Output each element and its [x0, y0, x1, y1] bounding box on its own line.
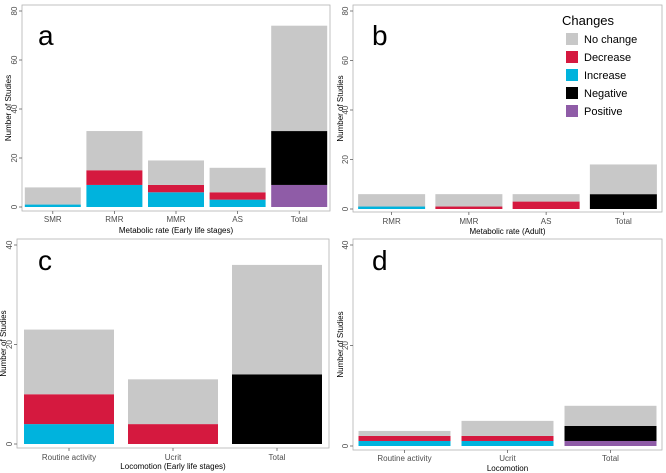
x-tick-label: Total: [269, 453, 286, 462]
legend-swatch-decrease: [566, 51, 578, 63]
panel-a: a 0 20 40 60 80 Number of Studies SMR RMR MMR AS To…: [4, 4, 331, 235]
bar-smr-increase: [24, 204, 81, 207]
y-tick-label: 20: [10, 153, 19, 162]
y-tick-label: 40: [341, 105, 350, 114]
panel-b: b 0 20 40 60 80 Number of Studies RMR MMR AS Total…: [336, 4, 663, 236]
bar-ucrit-increase: [461, 440, 554, 446]
bar-total-negative: [271, 131, 328, 185]
bar-routine-activity-no-change: [358, 430, 451, 436]
bar-total-positive: [271, 184, 328, 207]
bar-routine-activity-decrease: [24, 394, 114, 425]
bar-total-no-change: [589, 164, 657, 195]
bar-as-decrease: [512, 201, 580, 209]
bar-mmr-decrease: [148, 184, 204, 193]
y-tick-label: 0: [5, 441, 14, 446]
legend: Changes No change Decrease Increase Negativ…: [562, 13, 637, 118]
bar-smr-no-change: [24, 187, 81, 205]
y-tick-label: 0: [341, 206, 350, 211]
x-tick-label: RMR: [105, 215, 123, 224]
x-tick-label: Total: [602, 454, 619, 463]
y-tick-label: 20: [341, 341, 350, 350]
bar-ucrit-no-change: [128, 379, 218, 425]
legend-title: Changes: [562, 13, 615, 28]
bar-mmr-decrease: [435, 206, 503, 209]
y-axis-title: Number of Studies: [336, 311, 345, 377]
y-tick-label: 20: [5, 340, 14, 349]
bar-as-no-change: [209, 167, 266, 193]
legend-label-negative: Negative: [584, 88, 627, 100]
x-tick-label: RMR: [383, 217, 401, 226]
bar-as-no-change: [512, 194, 580, 202]
y-tick-label: 0: [10, 204, 19, 209]
y-tick-label: 80: [341, 6, 350, 15]
legend-label-increase: Increase: [584, 70, 626, 82]
legend-swatch-negative: [566, 87, 578, 99]
bar-as-increase: [209, 199, 266, 207]
legend-swatch-increase: [566, 69, 578, 81]
legend-swatch-positive: [566, 105, 578, 117]
bar-total-negative: [564, 425, 657, 441]
legend-swatch-no-change: [566, 33, 578, 45]
y-tick-label: 40: [341, 240, 350, 249]
x-axis-title: Metabolic rate (Early life stages): [119, 226, 234, 235]
panel-d: d 0 20 40 Number of Studies Routine activity U…: [336, 238, 663, 473]
y-axis-title: Number of Studies: [0, 310, 8, 376]
bar-routine-activity-increase: [24, 424, 114, 444]
y-tick-label: 0: [341, 443, 350, 448]
bar-rmr-no-change: [358, 194, 426, 207]
x-tick-label: SMR: [44, 215, 62, 224]
y-axis-title: Number of Studies: [4, 75, 13, 141]
panel-letter: d: [372, 245, 388, 276]
bar-as-decrease: [209, 192, 266, 200]
y-tick-label: 40: [5, 240, 14, 249]
x-tick-label: Ucrit: [165, 453, 182, 462]
y-tick-label: 20: [341, 155, 350, 164]
bar-total-positive: [564, 440, 657, 446]
bar-total-no-change: [271, 25, 328, 132]
bar-rmr-increase: [358, 206, 426, 209]
bar-mmr-no-change: [435, 194, 503, 207]
x-tick-label: AS: [541, 217, 552, 226]
panel-letter: a: [38, 20, 54, 51]
y-axis-title: Number of Studies: [336, 75, 345, 141]
legend-label-no-change: No change: [584, 34, 637, 46]
x-axis-title: Metabolic rate (Adult): [469, 227, 545, 236]
x-axis-title: Locomotion (Early life stages): [120, 462, 226, 471]
y-tick-label: 40: [10, 104, 19, 113]
bar-routine-activity-decrease: [358, 435, 451, 441]
x-axis-title: Locomotion: [487, 464, 528, 473]
y-tick-label: 80: [10, 6, 19, 15]
bar-rmr-no-change: [86, 131, 143, 171]
bar-routine-activity-increase: [358, 440, 451, 446]
x-tick-label: Ucrit: [499, 454, 516, 463]
x-tick-label: Routine activity: [377, 454, 431, 463]
x-tick-label: Total: [615, 217, 632, 226]
legend-label-decrease: Decrease: [584, 52, 631, 64]
bar-total-negative: [232, 374, 322, 444]
y-tick-label: 60: [341, 56, 350, 65]
x-tick-label: Total: [291, 215, 308, 224]
x-tick-label: Routine activity: [42, 453, 96, 462]
bar-ucrit-decrease: [461, 435, 554, 441]
bar-rmr-decrease: [86, 170, 143, 185]
bar-ucrit-no-change: [461, 420, 554, 436]
x-tick-label: MMR: [459, 217, 478, 226]
bar-ucrit-decrease: [128, 424, 218, 444]
panel-letter: c: [38, 245, 52, 276]
bar-routine-activity-no-change: [24, 329, 114, 395]
y-tick-label: 60: [10, 55, 19, 64]
panel-c: c 0 20 40 Number of Studies Routine activity U…: [0, 238, 330, 471]
bar-mmr-no-change: [148, 160, 204, 185]
bar-rmr-increase: [86, 184, 143, 207]
x-tick-label: AS: [232, 215, 243, 224]
x-tick-label: MMR: [166, 215, 185, 224]
bar-total-negative: [589, 194, 657, 209]
bar-total-no-change: [232, 264, 322, 375]
panel-letter: b: [372, 20, 388, 51]
bar-total-no-change: [564, 405, 657, 426]
legend-label-positive: Positive: [584, 106, 623, 118]
bar-mmr-increase: [148, 192, 204, 207]
